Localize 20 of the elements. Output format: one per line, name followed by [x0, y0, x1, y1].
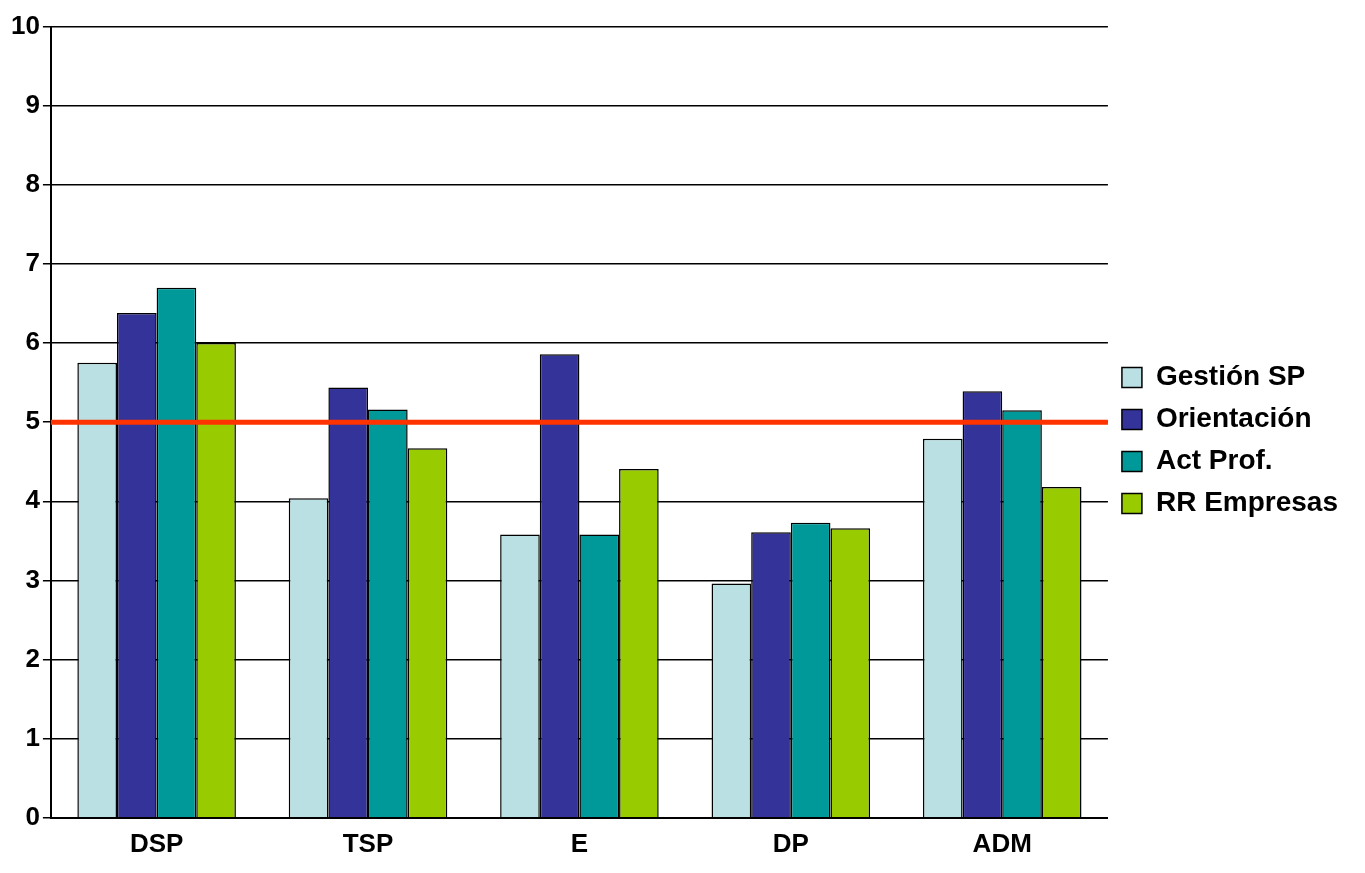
y-tick-label: 6 [25, 326, 40, 357]
y-tick-label: 10 [11, 9, 40, 40]
y-tick-label: 2 [25, 642, 40, 673]
x-tick-label: DP [772, 827, 809, 858]
y-tick-label: 0 [25, 800, 40, 831]
y-tick-label: 8 [25, 168, 40, 199]
y-tick-label: 9 [25, 88, 40, 119]
y-tick-label: 3 [25, 563, 40, 594]
legend-label: RR Empresas [1155, 486, 1339, 518]
legend-label: Gestión SP [1155, 360, 1306, 392]
y-tick-label: 4 [25, 484, 41, 515]
x-tick-label: ADM [972, 827, 1032, 858]
x-tick-label: TSP [342, 827, 394, 858]
legend-label: Act Prof. [1155, 444, 1273, 476]
y-tick-label: 7 [25, 247, 40, 278]
x-tick-label: DSP [129, 827, 184, 858]
y-tick-label: 5 [25, 405, 40, 436]
y-tick-label: 1 [25, 721, 40, 752]
x-tick-label: E [570, 827, 589, 858]
legend-label: Orientación [1155, 402, 1312, 434]
